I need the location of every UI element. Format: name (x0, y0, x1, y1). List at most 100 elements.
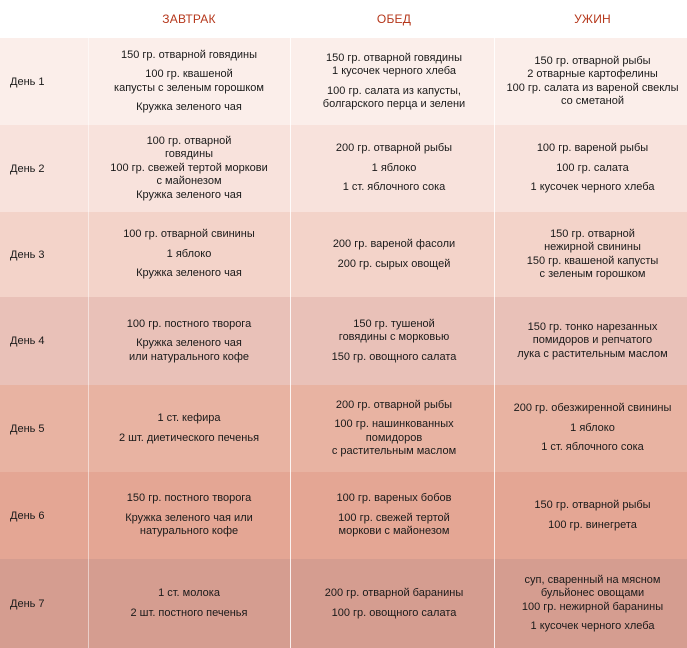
meal-item: 1 кусочек черного хлеба (530, 181, 655, 194)
table-row: День 4 100 гр. постного творога Кружка зел… (0, 297, 687, 385)
column-divider (494, 125, 495, 212)
lunch-cell: 150 гр. отварной говядины 1 кусочек черн… (294, 38, 494, 125)
column-divider (88, 559, 89, 648)
meal-item: 200 гр. обезжиренной свинины (513, 402, 672, 415)
column-divider (88, 385, 89, 472)
meal-item: Кружка зеленого чая или натурального коф… (129, 337, 249, 363)
breakfast-cell: 1 ст. молока 2 шт. постного печенья (88, 559, 290, 648)
dinner-cell: 150 гр. тонко нарезанных помидоров и реп… (498, 297, 687, 385)
meal-item: 200 гр. отварной баранины (324, 587, 464, 599)
column-divider (290, 472, 291, 559)
day-label: День 2 (10, 162, 45, 175)
meal-item: 100 гр. салата (556, 161, 629, 174)
meal-item: 200 гр. отварной рыбы (335, 142, 453, 155)
column-divider (290, 559, 291, 648)
lunch-cell: 100 гр. вареных бобов 100 гр. свежей терт… (294, 472, 494, 559)
header-dinner: УЖИН (574, 12, 611, 26)
day-label: День 1 (10, 75, 45, 88)
column-divider (494, 38, 495, 125)
breakfast-cell: 100 гр. постного творога Кружка зеленого … (88, 297, 290, 385)
column-divider (494, 472, 495, 559)
day-label: День 7 (10, 597, 45, 610)
meal-item: 150 гр. постного творога (126, 492, 252, 505)
column-divider (494, 212, 495, 297)
breakfast-cell: 100 гр. отварной говядины 100 гр. свежей… (88, 125, 290, 212)
column-divider (290, 385, 291, 472)
meal-item: 100 гр. постного творога (126, 317, 252, 330)
table-row: День 3 100 гр. отварной свинины 1 яблоко Кр… (0, 212, 687, 297)
day-label: День 4 (10, 335, 45, 347)
meal-item: 1 кусочек черного хлеба (530, 620, 655, 632)
breakfast-cell: 150 гр. отварной говядины 100 гр. квашено… (88, 38, 290, 125)
dinner-cell: 100 гр. вареной рыбы 100 гр. салата 1 кусо… (498, 125, 687, 212)
meal-item: 100 гр. квашеной капусты с зеленым горош… (114, 68, 264, 94)
dinner-cell: суп, сваренный на мясном бульйонес овоща… (498, 559, 687, 648)
meal-item: Кружка зеленого чая (136, 267, 242, 280)
breakfast-cell: 100 гр. отварной свинины 1 яблоко Кружка з… (88, 212, 290, 297)
meal-item: 1 ст. кефира (157, 412, 221, 424)
day-label: День 6 (10, 509, 45, 522)
meal-item: 100 гр. отварной свинины (123, 228, 255, 241)
meal-item: 1 ст. молока (158, 587, 220, 599)
table-row: День 5 1 ст. кефира 2 шт. диетического печ… (0, 385, 687, 472)
column-divider (494, 297, 495, 385)
column-divider (88, 297, 89, 385)
dinner-cell: 150 гр. отварной рыбы 100 гр. винегрета (498, 472, 687, 559)
day-label: День 5 (10, 422, 45, 435)
meal-item: 150 гр. отварной рыбы 2 отварные картофе… (506, 54, 679, 108)
lunch-cell: 200 гр. отварной баранины 100 гр. овощног… (294, 559, 494, 648)
meal-item: 1 ст. яблочного сока (342, 181, 446, 194)
day-label: День 3 (10, 248, 45, 261)
meal-item: 150 гр. отварной рыбы (534, 499, 651, 511)
lunch-cell: 200 гр. отварной рыбы 1 яблоко 1 ст. яблоч… (294, 125, 494, 212)
column-divider (88, 472, 89, 559)
meal-item: 1 ст. яблочного сока (541, 441, 644, 454)
table-row: День 7 1 ст. молока 2 шт. постного печенья… (0, 559, 687, 648)
lunch-cell: 200 гр. вареной фасоли 200 гр. сырых овощ… (294, 212, 494, 297)
column-divider (88, 125, 89, 212)
breakfast-cell: 1 ст. кефира 2 шт. диетического печенья (88, 385, 290, 472)
meal-item: 100 гр. отварной говядины 100 гр. свежей… (110, 134, 268, 201)
breakfast-cell: 150 гр. постного творога Кружка зеленого … (88, 472, 290, 559)
meal-item: Кружка зеленого чая или натурального коф… (125, 511, 253, 538)
column-divider (494, 385, 495, 472)
meal-item: 200 гр. вареной фасоли (332, 238, 456, 250)
column-divider (290, 125, 291, 212)
meal-item: 100 гр. винегрета (548, 518, 637, 531)
lunch-cell: 150 гр. тушеной говядины с морковью 150 г… (294, 297, 494, 385)
dinner-cell: 150 гр. отварной нежирной свинины 150 гр… (498, 212, 687, 297)
table-header: ЗАВТРАК ОБЕД УЖИН (0, 0, 687, 38)
meal-item: 150 гр. отварной говядины (120, 48, 258, 61)
meal-item: 100 гр. свежей тертой моркови с майонезо… (338, 511, 450, 538)
column-divider (88, 38, 89, 125)
column-divider (88, 212, 89, 297)
lunch-cell: 200 гр. отварной рыбы 100 гр. нашинкованн… (294, 385, 494, 472)
meal-item: суп, сваренный на мясном бульйонес овоща… (521, 573, 664, 613)
dinner-cell: 150 гр. отварной рыбы 2 отварные картофе… (498, 38, 687, 125)
meal-item: 1 яблоко (570, 421, 615, 434)
meal-item: 100 гр. вареных бобов (336, 492, 452, 505)
meal-item: Кружка зеленого чая (136, 101, 242, 113)
header-breakfast: ЗАВТРАК (162, 12, 216, 26)
meal-item: 100 гр. нашинкованных помидоров с растит… (331, 418, 457, 457)
table-row: День 1 150 гр. отварной говядины 100 гр. к… (0, 38, 687, 125)
dinner-cell: 200 гр. обезжиренной свинины 1 яблоко 1 ст… (498, 385, 687, 472)
table-row: День 2 100 гр. отварной говядины 100 гр. … (0, 125, 687, 212)
column-divider (290, 297, 291, 385)
meal-item: 150 гр. отварной нежирной свинины 150 гр… (526, 227, 659, 281)
meal-item: 1 яблоко (166, 247, 212, 260)
meal-item: 150 гр. тушеной говядины с морковью (338, 317, 450, 344)
meal-item: 100 гр. вареной рыбы (536, 142, 649, 155)
meal-item: 2 шт. постного печенья (130, 606, 248, 619)
meal-item: 200 гр. отварной рыбы (335, 398, 453, 411)
meal-item: 150 гр. тонко нарезанных помидоров и реп… (517, 320, 668, 360)
column-divider (494, 559, 495, 648)
column-divider (290, 38, 291, 125)
meal-item: 1 яблоко (371, 161, 417, 174)
header-lunch: ОБЕД (376, 12, 412, 26)
meal-item: 150 гр. овощного салата (331, 350, 457, 363)
column-divider (290, 212, 291, 297)
meal-item: 150 гр. отварной говядины 1 кусочек черн… (325, 51, 463, 78)
meal-item: 2 шт. диетического печенья (118, 431, 260, 444)
